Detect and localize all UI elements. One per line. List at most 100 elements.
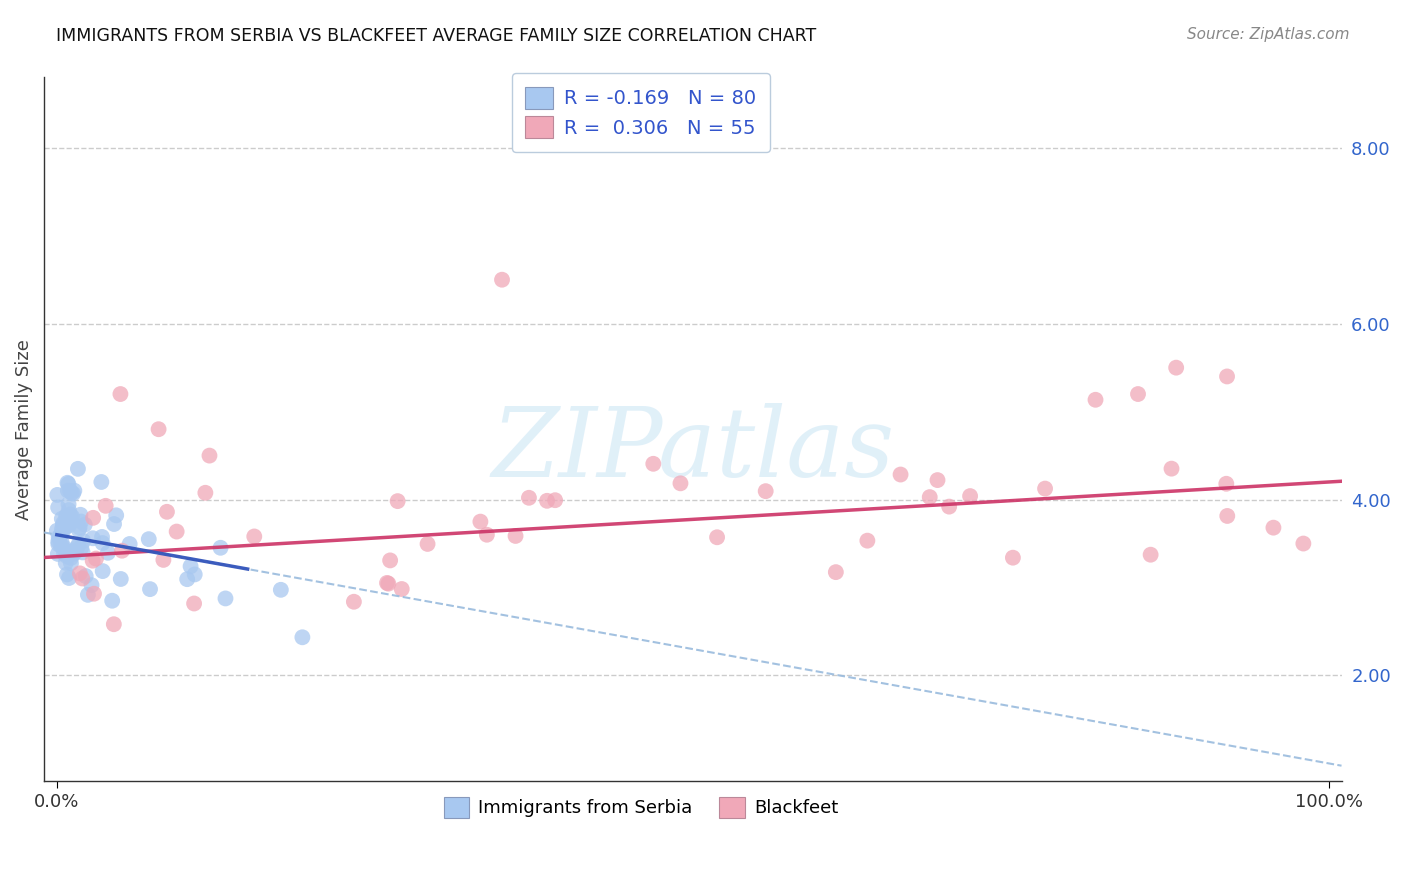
Point [70,515,93,529]
Point [1216,508,1239,523]
Point [643,457,665,471]
Point [138,532,160,546]
Point [118,537,141,551]
Point [72,534,94,549]
Legend: Immigrants from Serbia, Blackfeet: Immigrants from Serbia, Blackfeet [437,789,845,825]
Point [183,567,205,582]
Point [58,548,80,562]
Point [1166,360,1188,375]
Point [209,541,232,555]
Point [51,512,73,526]
Point [378,553,401,567]
Point [1126,387,1149,401]
Point [63,547,86,561]
Point [75,569,97,583]
Point [83,587,105,601]
Point [82,531,104,545]
Point [938,500,960,514]
Point [58,518,80,533]
Point [45,524,67,538]
Point [66,462,89,476]
Point [67,537,90,551]
Point [243,529,266,543]
Point [63,483,86,498]
Point [77,588,100,602]
Point [59,508,82,522]
Point [58,503,80,517]
Point [59,550,82,565]
Point [91,530,114,544]
Point [46,500,69,515]
Point [377,576,399,591]
Point [73,517,96,532]
Point [69,508,91,522]
Point [148,422,170,436]
Point [491,273,513,287]
Point [51,539,73,553]
Point [69,566,91,581]
Point [55,556,77,570]
Point [46,488,69,502]
Point [55,517,77,532]
Point [375,575,398,590]
Point [214,591,236,606]
Point [198,449,221,463]
Point [1033,482,1056,496]
Point [1001,550,1024,565]
Point [72,572,94,586]
Point [1215,476,1237,491]
Point [139,582,162,596]
Point [927,473,949,487]
Point [416,537,439,551]
Point [517,491,540,505]
Point [156,505,179,519]
Point [52,516,75,530]
Point [80,578,103,592]
Point [58,497,80,511]
Point [1292,536,1315,550]
Point [67,523,90,537]
Point [62,486,84,500]
Point [48,531,70,545]
Point [66,540,89,554]
Point [166,524,188,539]
Point [890,467,912,482]
Point [59,483,82,498]
Point [56,483,79,498]
Point [82,511,104,525]
Point [183,597,205,611]
Point [544,493,567,508]
Point [505,529,527,543]
Point [387,494,409,508]
Point [90,475,112,489]
Y-axis label: Average Family Size: Average Family Size [15,339,32,520]
Point [46,547,69,561]
Point [56,549,79,564]
Point [1160,461,1182,475]
Point [824,565,846,579]
Point [270,582,292,597]
Point [72,545,94,559]
Point [58,571,80,585]
Point [1139,548,1161,562]
Point [48,530,70,544]
Point [58,476,80,491]
Point [60,509,83,524]
Point [56,475,79,490]
Point [53,547,76,561]
Text: ZIPatlas: ZIPatlas [491,403,894,498]
Point [51,534,73,549]
Point [343,595,366,609]
Point [60,515,83,529]
Point [959,489,981,503]
Point [59,556,82,570]
Text: IMMIGRANTS FROM SERBIA VS BLACKFEET AVERAGE FAMILY SIZE CORRELATION CHART: IMMIGRANTS FROM SERBIA VS BLACKFEET AVER… [56,27,817,45]
Point [51,522,73,536]
Point [91,536,114,550]
Point [59,544,82,558]
Point [110,387,132,401]
Point [94,499,117,513]
Point [56,509,79,524]
Point [53,543,76,558]
Point [52,540,75,554]
